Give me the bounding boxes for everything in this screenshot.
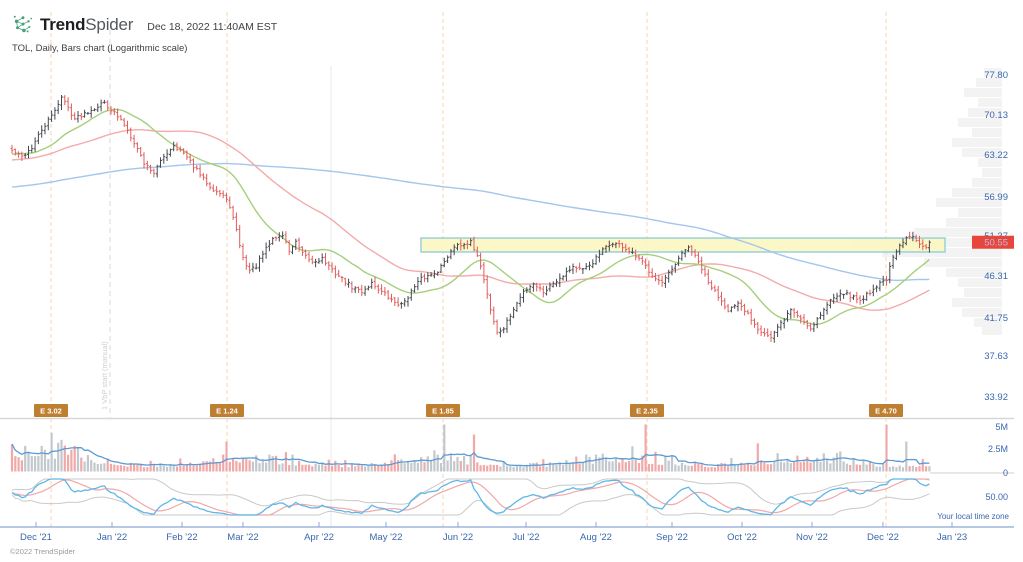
- indicator-signal-line: [11, 478, 930, 516]
- price-axis-label: 33.92: [984, 392, 1008, 403]
- brand-bold: Trend: [40, 15, 86, 34]
- price-axis-label: 63.22: [984, 150, 1008, 161]
- price-axis-label: 77.80: [984, 70, 1008, 81]
- chart-title: TOL, Daily, Bars chart (Logarithmic scal…: [12, 43, 188, 54]
- price-axis-label: 37.63: [984, 351, 1008, 362]
- volume-bars[interactable]: [10, 424, 931, 472]
- copyright-label: ©2022 TrendSpider: [10, 547, 76, 556]
- indicator-upper-band: [11, 478, 930, 507]
- month-axis-label: Jan '22: [97, 532, 127, 543]
- trendspider-logo-icon: [13, 15, 33, 33]
- earnings-badge-label: E 1.85: [432, 407, 454, 416]
- price-axis-label: 46.31: [984, 271, 1008, 282]
- month-axis-label: Apr '22: [304, 532, 334, 543]
- month-axis-label: Jun '22: [443, 532, 473, 543]
- month-axis-label: Jan '23: [937, 532, 967, 543]
- vbp-start-line[interactable]: 1 VbP start (manual): [100, 30, 111, 419]
- month-axis-label: Feb '22: [166, 532, 197, 543]
- earnings-badge-label: E 2.35: [636, 407, 658, 416]
- month-axis-label: Nov '22: [796, 532, 828, 543]
- volume-axis-label: 2.5M: [988, 444, 1008, 454]
- price-axis-label: 70.13: [984, 110, 1008, 121]
- current-price-label: 50.55: [972, 235, 1014, 249]
- month-axis-label: Aug '22: [580, 532, 612, 543]
- month-axis-label: Sep '22: [656, 532, 688, 543]
- ohlc-bars-up[interactable]: [23, 95, 931, 343]
- month-axis-label: Oct '22: [727, 532, 757, 543]
- indicator-axis-label[interactable]: 50.00: [985, 492, 1008, 502]
- month-axis-label: May '22: [370, 532, 403, 543]
- earnings-badges[interactable]: E 3.02 E 1.24 E 1.85 E 2.35 E 4.70: [34, 404, 903, 417]
- volume-axis[interactable]: 5M 2.5M 0: [988, 422, 1008, 478]
- indicator-main-line[interactable]: [11, 478, 930, 516]
- indicator-lower-band: [11, 493, 930, 516]
- timezone-label[interactable]: Your local time zone: [937, 512, 1009, 521]
- vbp-start-label: 1 VbP start (manual): [100, 341, 109, 410]
- volume-by-price-profile: [852, 68, 1002, 335]
- month-axis-label: Dec '21: [20, 532, 52, 543]
- time-axis[interactable]: Dec '21 Jan '22 Feb '22 Mar '22 Apr '22 May '…: [0, 522, 1014, 543]
- sma-200-line: [11, 162, 930, 281]
- ohlc-bars-down[interactable]: [10, 95, 928, 342]
- earnings-event-lines: [50, 12, 887, 527]
- svg-text:50.55: 50.55: [984, 238, 1008, 249]
- volume-ma-line: [11, 443, 930, 467]
- volume-axis-label: 0: [1003, 468, 1008, 478]
- month-axis-label: Mar '22: [227, 532, 258, 543]
- sma-50-line: [11, 129, 930, 311]
- price-axis-label: 41.75: [984, 313, 1008, 324]
- sma-20-line: [11, 108, 930, 326]
- earnings-badge-label: E 1.24: [216, 407, 239, 416]
- brand-name: TrendSpider: [40, 15, 133, 35]
- chart-timestamp: Dec 18, 2022 11:40AM EST: [147, 20, 278, 33]
- brand-light: Spider: [85, 15, 134, 34]
- month-axis-label: Dec '22: [867, 532, 899, 543]
- app-header: TrendSpider Dec 18, 2022 11:40AM EST: [12, 14, 277, 36]
- volume-axis-label: 5M: [995, 422, 1008, 432]
- earnings-badge-label: E 3.02: [40, 407, 62, 416]
- resistance-zone[interactable]: [420, 237, 946, 253]
- earnings-badge-label: E 4.70: [875, 407, 897, 416]
- month-axis-label: Jul '22: [512, 532, 539, 543]
- price-axis-label: 56.99: [984, 192, 1008, 203]
